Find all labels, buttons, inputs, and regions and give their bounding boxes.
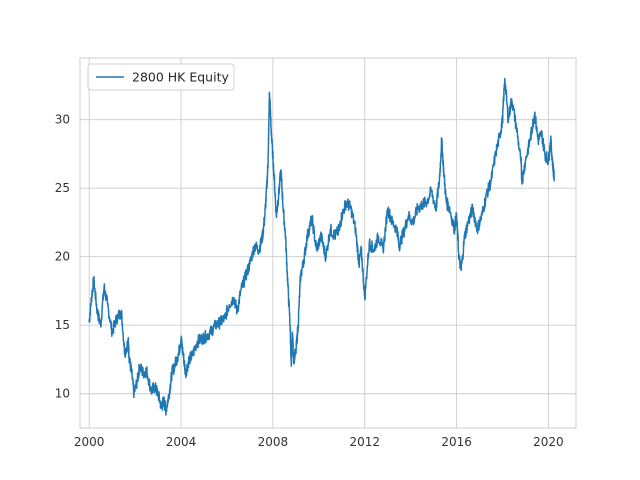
- series-layer: [88, 77, 555, 416]
- x-tick-label: 2004: [166, 435, 197, 449]
- y-tick-label: 15: [55, 318, 70, 332]
- y-tick-label: 20: [55, 250, 70, 264]
- legend-box: [87, 63, 235, 91]
- y-axis: 10 15 20 25 30: [55, 113, 70, 401]
- x-tick-label: 2020: [533, 435, 564, 449]
- y-tick-label: 30: [55, 113, 70, 127]
- x-tick-label: 2008: [258, 435, 289, 449]
- x-tick-label: 2016: [441, 435, 472, 449]
- series-line: [88, 77, 555, 416]
- x-tick-label: 2000: [74, 435, 105, 449]
- x-tick-label: 2012: [349, 435, 380, 449]
- y-tick-label: 10: [55, 387, 70, 401]
- plot-frame: [79, 57, 577, 429]
- legend: 2800 HK Equity: [87, 63, 235, 91]
- x-axis: 2000 2004 2008 2012 2016 2020: [74, 435, 564, 449]
- y-tick-label: 25: [55, 181, 70, 195]
- legend-label: 2800 HK Equity: [132, 70, 229, 85]
- grid-lines: [80, 58, 576, 428]
